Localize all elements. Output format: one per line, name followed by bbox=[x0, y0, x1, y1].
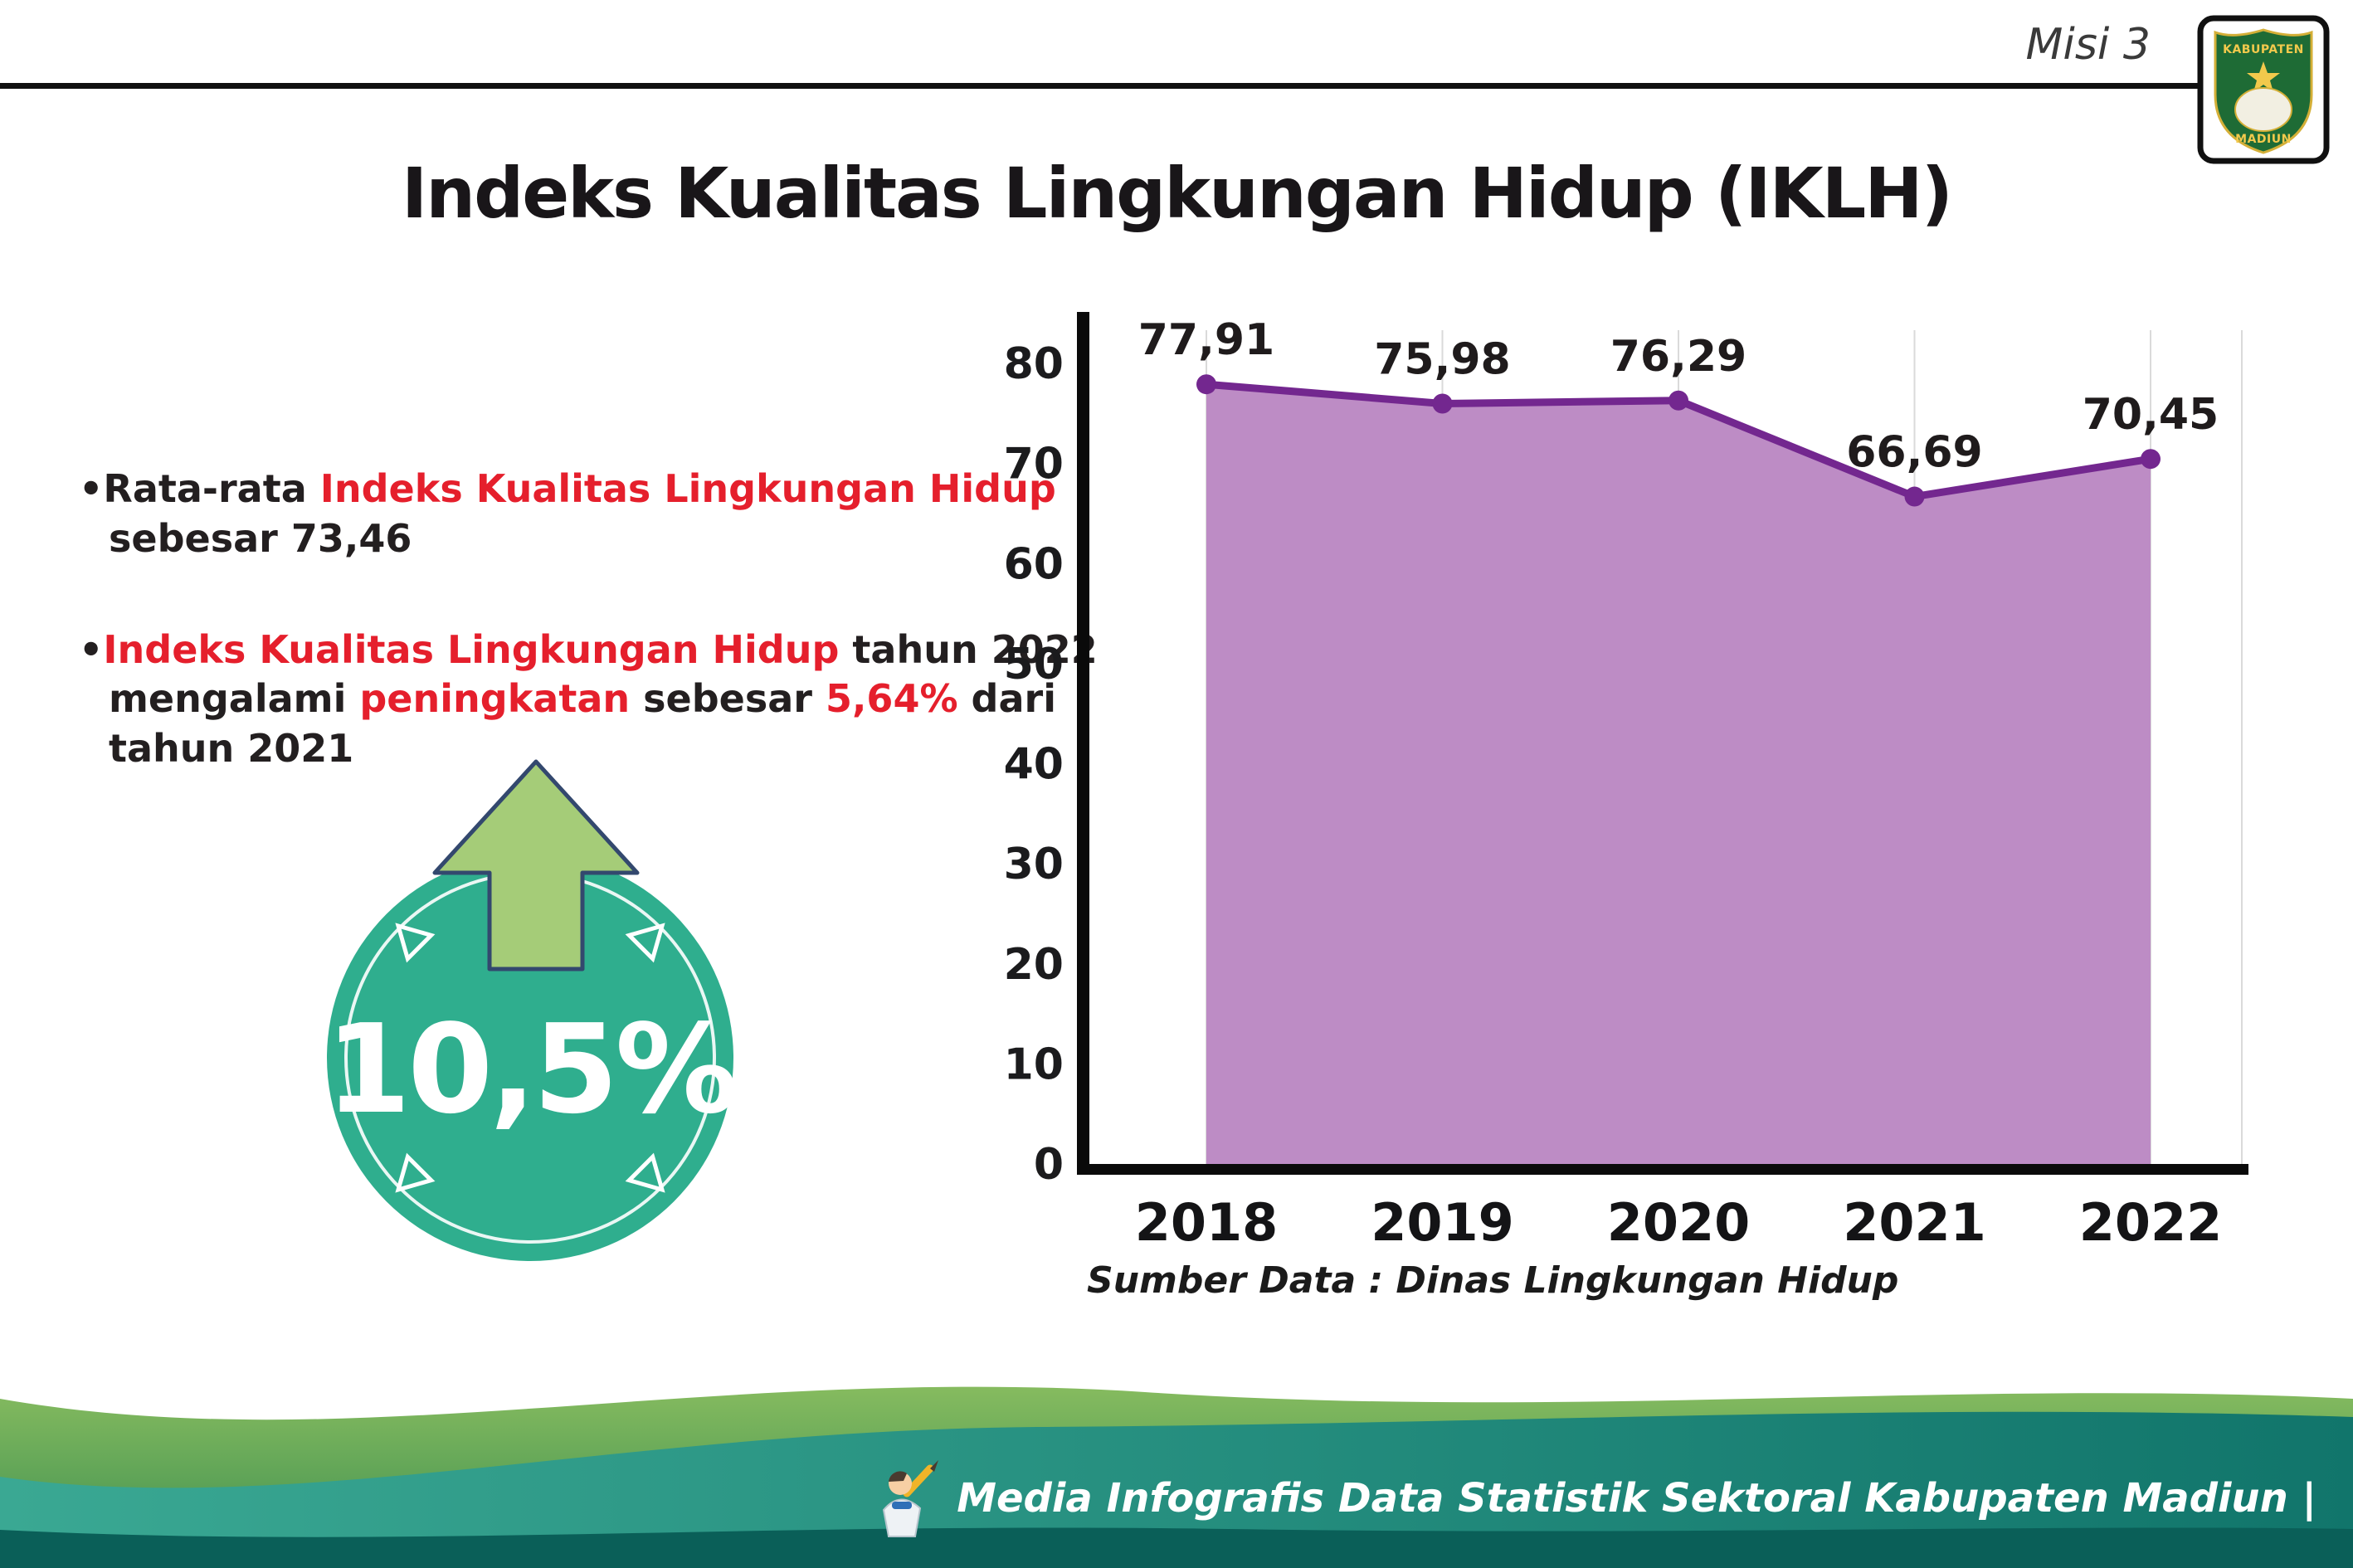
data-point bbox=[2141, 449, 2161, 470]
x-tick-label: 2020 bbox=[1607, 1192, 1751, 1253]
x-tick-label: 2018 bbox=[1135, 1192, 1279, 1253]
logo-text-top: KABUPATEN bbox=[2223, 43, 2304, 56]
pencil-icon bbox=[903, 1464, 934, 1497]
text-segment: sebesar bbox=[630, 676, 826, 722]
page-title: Indeks Kualitas Lingkungan Hidup (IKLH) bbox=[402, 153, 1953, 235]
x-tick-label: 2022 bbox=[2079, 1192, 2223, 1253]
value-label: 66,69 bbox=[1846, 428, 1982, 478]
pencil-tip bbox=[930, 1460, 939, 1472]
y-axis bbox=[1077, 312, 1089, 1174]
bullet-text: Indeks Kualitas Lingkungan Hidup tahun 2… bbox=[103, 627, 1097, 772]
badge-value: 10,5% bbox=[325, 998, 734, 1141]
value-label: 77,91 bbox=[1138, 315, 1274, 365]
y-tick-label: 30 bbox=[1004, 840, 1064, 889]
text-segment: dari tahun 2021 bbox=[109, 676, 1056, 772]
key-points: •Rata-rata Indeks Kualitas Lingkungan Hi… bbox=[79, 465, 1141, 835]
y-tick-label: 0 bbox=[1034, 1140, 1064, 1190]
logo-emblem bbox=[2234, 87, 2292, 132]
value-label: 75,98 bbox=[1374, 334, 1510, 384]
text-segment: peningkatan bbox=[359, 676, 631, 722]
ring-triangle-icon bbox=[625, 1152, 665, 1193]
y-tick-label: 80 bbox=[1004, 339, 1064, 389]
kabupaten-madiun-logo: KABUPATEN MADIUN bbox=[2197, 15, 2330, 164]
source-note: Sumber Data : Dinas Lingkungan Hidup bbox=[1087, 1259, 1899, 1302]
y-tick-label: 70 bbox=[1004, 440, 1064, 489]
logo-star-icon bbox=[2247, 61, 2280, 92]
x-axis bbox=[1077, 1164, 2248, 1175]
footer-strip-dark bbox=[0, 1527, 2353, 1568]
mascot-hair bbox=[889, 1471, 908, 1482]
data-point bbox=[1669, 390, 1688, 411]
footer-waves bbox=[0, 1386, 2353, 1568]
bullet-average-iklh: •Rata-rata Indeks Kualitas Lingkungan Hi… bbox=[79, 465, 1141, 564]
y-tick-label: 40 bbox=[1004, 740, 1064, 790]
text-segment: Indeks Kualitas Lingkungan Hidup bbox=[103, 626, 840, 672]
y-tick-label: 20 bbox=[1004, 940, 1064, 990]
misi-label: Misi 3 bbox=[2025, 20, 2151, 70]
ring-triangle-icon bbox=[395, 923, 436, 963]
text-segment: Indeks Kualitas Lingkungan Hidup bbox=[319, 466, 1056, 511]
y-tick-label: 60 bbox=[1004, 539, 1064, 589]
ring-triangle-icon bbox=[625, 923, 665, 963]
mascot-icon bbox=[883, 1460, 939, 1537]
logo-text-bottom: MADIUN bbox=[2235, 133, 2292, 146]
ring-triangle-icon bbox=[395, 1152, 436, 1193]
x-tick-label: 2021 bbox=[1843, 1192, 1986, 1253]
data-point bbox=[1432, 393, 1453, 414]
mascot-body bbox=[883, 1498, 922, 1537]
text-segment: tahun 2022 mengalami bbox=[109, 626, 1098, 722]
bullet-marker: • bbox=[79, 466, 104, 511]
bullet-text: Rata-rata Indeks Kualitas Lingkungan Hid… bbox=[103, 466, 1055, 561]
text-segment: 5,64% bbox=[825, 676, 958, 722]
iklh-area-chart: 77,91 75,98 76,29 66,69 70,45 0 10 20 30 40 50 60 70… bbox=[1004, 312, 2248, 1253]
bullet-increase-2022: •Indeks Kualitas Lingkungan Hidup tahun … bbox=[79, 626, 1141, 774]
mascot-scarf bbox=[892, 1502, 913, 1509]
footer-credit: Media Infografis Data Statistik Sektoral… bbox=[874, 1458, 2316, 1538]
header-divider bbox=[0, 83, 2200, 89]
data-point bbox=[1904, 486, 1925, 507]
value-label: 76,29 bbox=[1610, 332, 1746, 382]
value-label: 70,45 bbox=[2083, 390, 2219, 440]
data-point bbox=[1196, 374, 1216, 395]
increase-badge: 10,5% bbox=[325, 759, 738, 1261]
footer-wave-teal bbox=[0, 1411, 2353, 1568]
y-tick-label: 10 bbox=[1004, 1040, 1064, 1089]
text-segment: sebesar 73,46 bbox=[109, 515, 412, 561]
y-tick-label: 50 bbox=[1004, 640, 1064, 689]
bullet-marker: • bbox=[79, 626, 104, 672]
x-tick-label: 2019 bbox=[1371, 1192, 1514, 1253]
footer-credit-text: Media Infografis Data Statistik Sektoral… bbox=[957, 1475, 2316, 1522]
text-segment: Rata-rata bbox=[103, 466, 320, 511]
badge-circle bbox=[327, 855, 733, 1261]
area-fill bbox=[1206, 384, 2151, 1164]
up-arrow-icon bbox=[432, 759, 640, 971]
